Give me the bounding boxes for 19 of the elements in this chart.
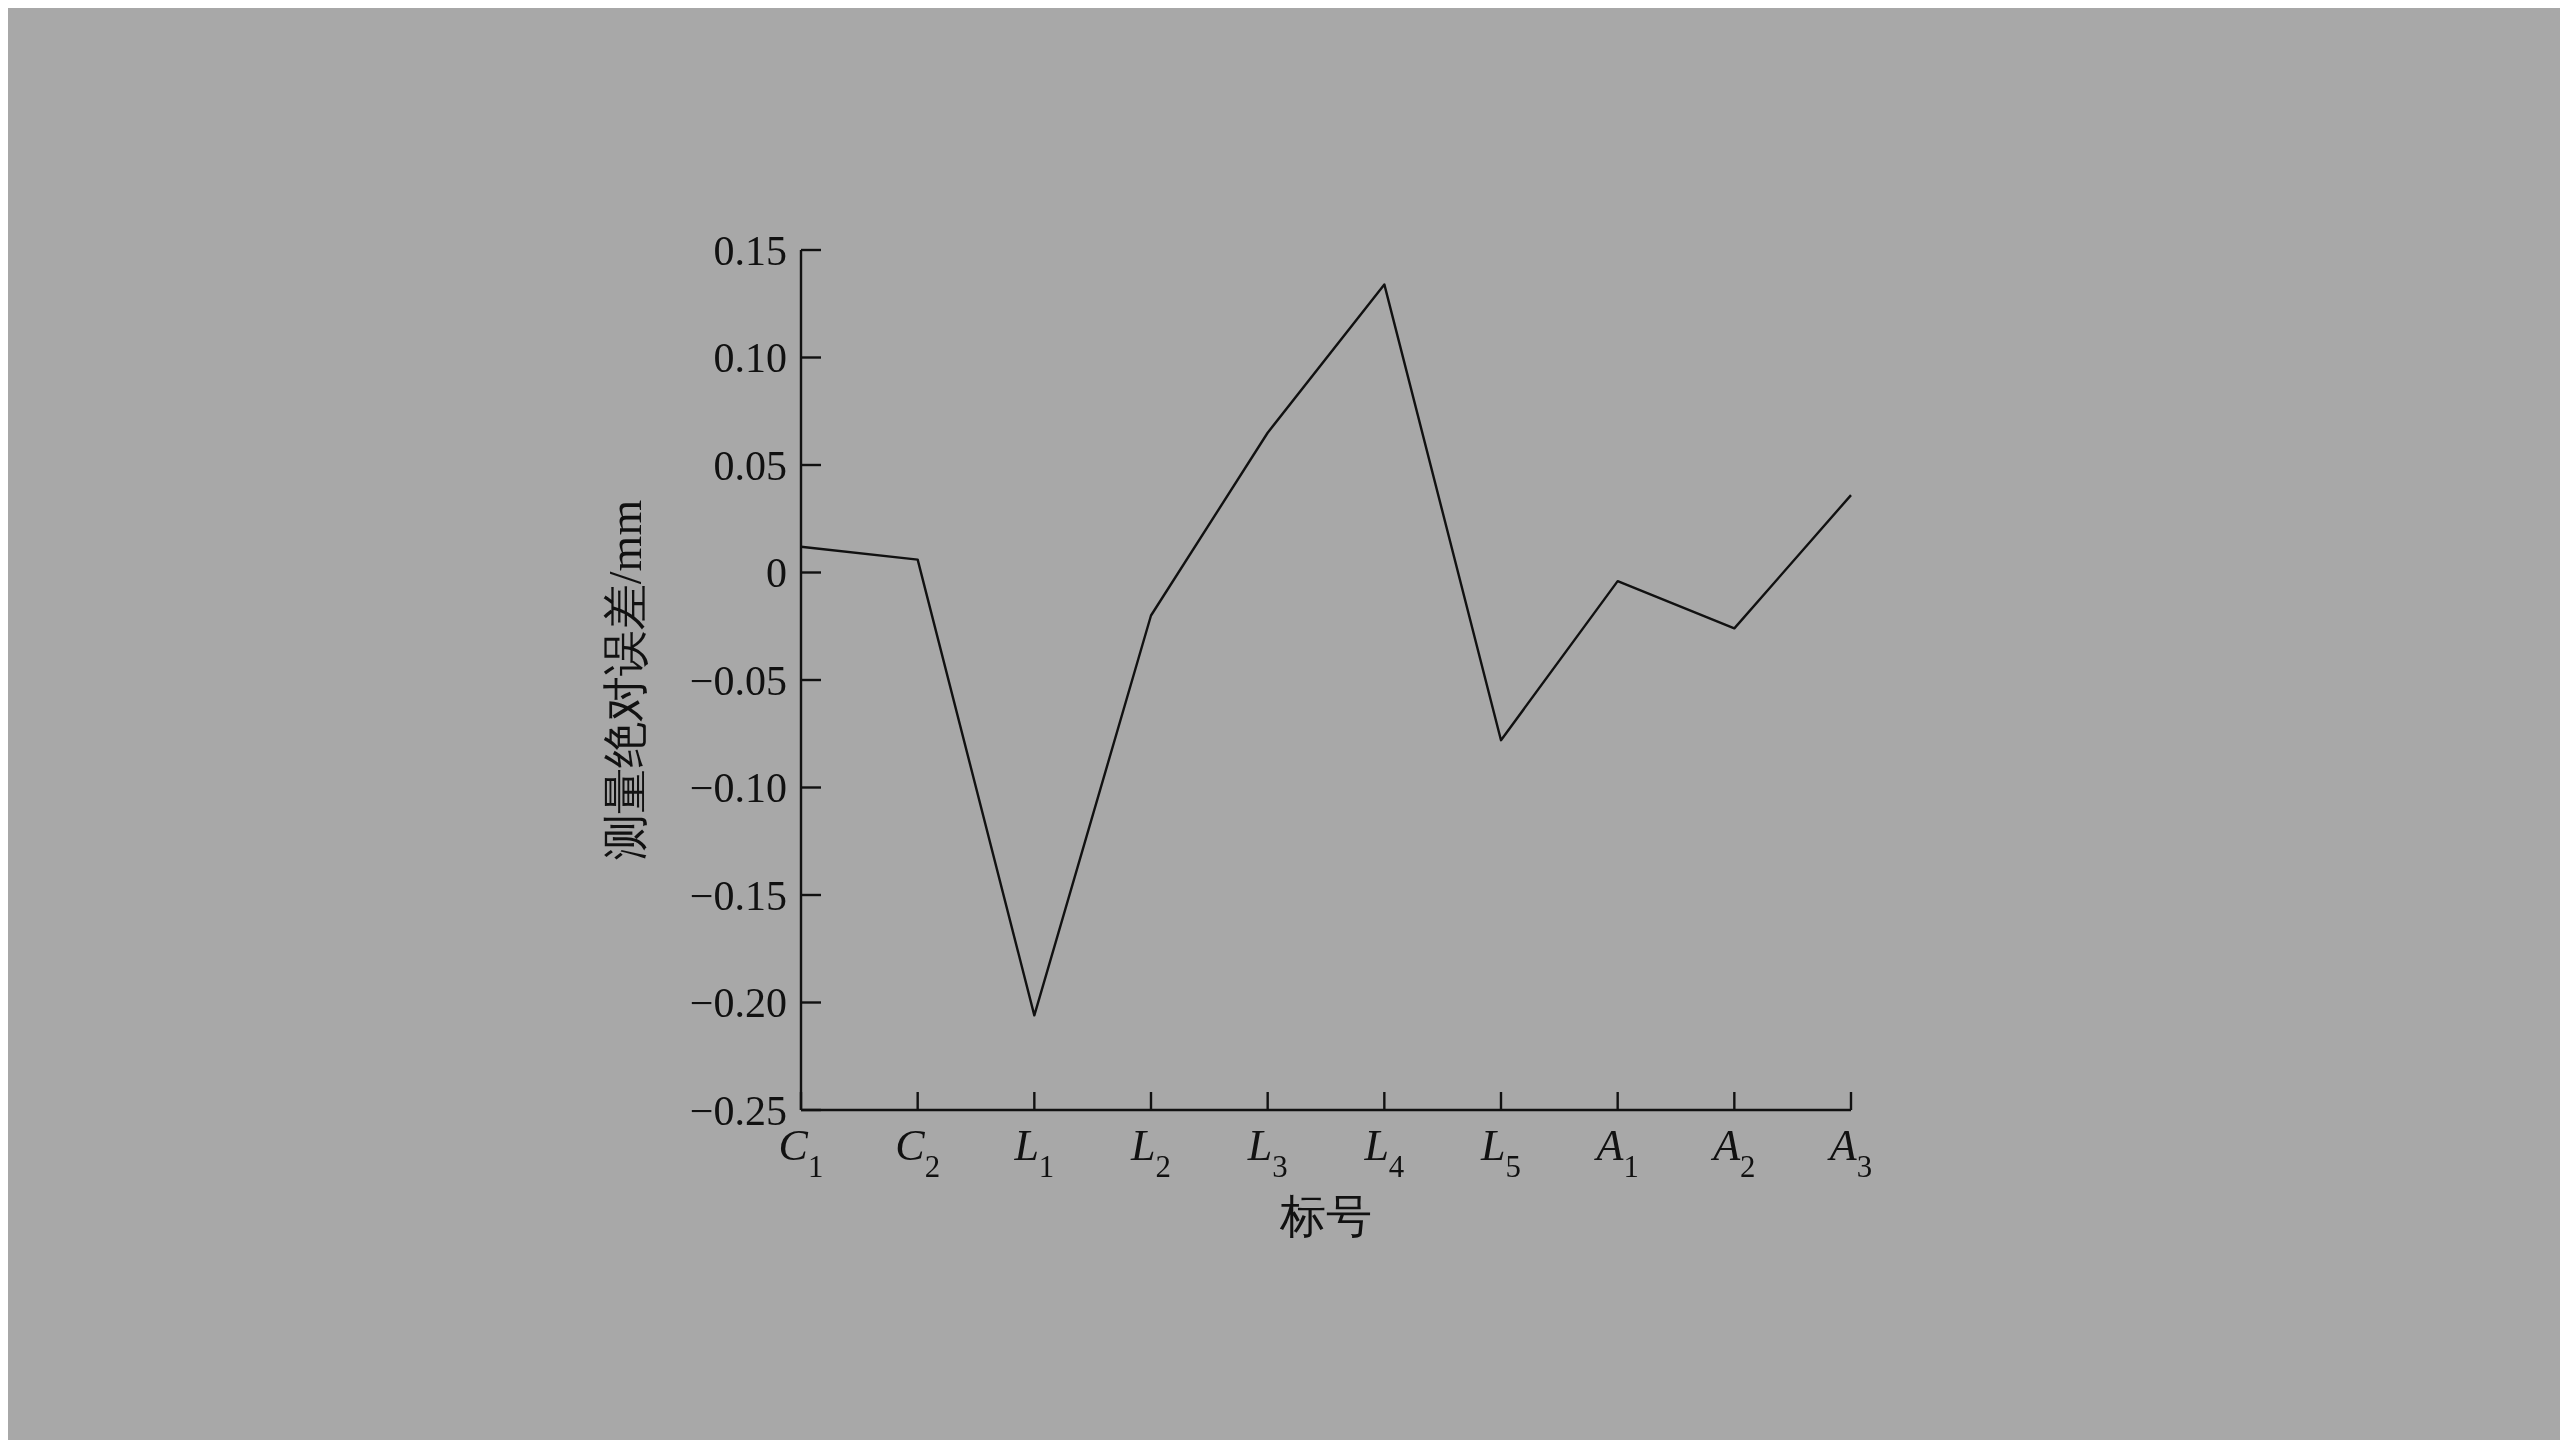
x-tick-label: A$_{2}$ (1710, 1121, 1756, 1184)
y-tick-label: −0.20 (689, 980, 787, 1027)
y-axis-title: 测量绝对误差/mm (600, 499, 651, 861)
x-tick-label: L$_{3}$ (1246, 1121, 1288, 1184)
y-tick-label: 0.15 (713, 227, 787, 274)
y-tick-label: 0 (766, 550, 787, 597)
x-tick-label: A$_{3}$ (1826, 1121, 1873, 1184)
x-tick-label: L$_{5}$ (1480, 1121, 1521, 1184)
y-tick-label: 0.10 (713, 335, 787, 382)
x-tick-label: L$_{2}$ (1130, 1121, 1171, 1184)
y-tick-label: −0.15 (689, 872, 787, 919)
x-tick-label: L$_{4}$ (1363, 1121, 1405, 1184)
x-axis-title: 标号 (1279, 1191, 1372, 1242)
x-tick-label: L$_{1}$ (1013, 1121, 1055, 1184)
x-tick-label: A$_{1}$ (1593, 1121, 1639, 1184)
y-tick-label: −0.05 (689, 657, 787, 704)
x-tick-label: C$_{2}$ (895, 1121, 941, 1184)
y-tick-label: −0.10 (689, 765, 787, 812)
y-tick-label: 0.05 (713, 442, 787, 489)
